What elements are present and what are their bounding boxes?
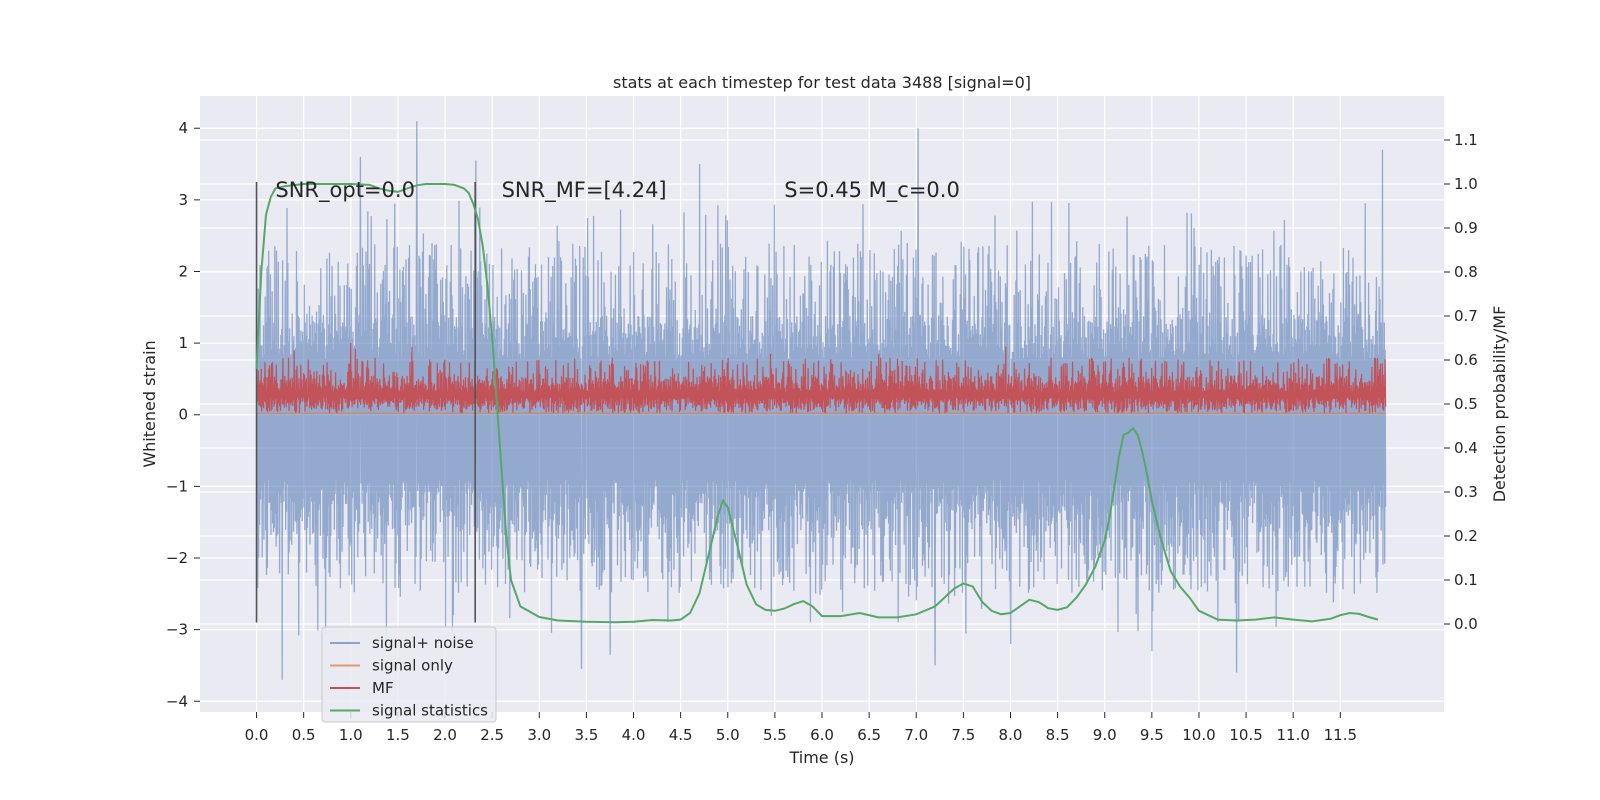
x-tick-label: 5.5 xyxy=(763,726,787,744)
y2-tick-label: 1.0 xyxy=(1454,175,1478,193)
x-tick-label: 4.0 xyxy=(622,726,646,744)
x-axis-title: Time (s) xyxy=(788,748,854,767)
legend-label: signal only xyxy=(372,657,453,675)
x-tick-label: 7.0 xyxy=(904,726,928,744)
y-axis-title: Whitened strain xyxy=(140,340,159,467)
x-tick-label: 6.0 xyxy=(810,726,834,744)
x-tick-label: 2.0 xyxy=(433,726,457,744)
x-tick-label: 5.0 xyxy=(716,726,740,744)
x-tick-label: 3.0 xyxy=(527,726,551,744)
annotations: SNR_opt=0.0 SNR_MF=[4.24] S=0.45 M_c=0.0 xyxy=(275,178,959,203)
y-tick-label: 4 xyxy=(178,119,188,137)
x-tick-label: 7.5 xyxy=(951,726,975,744)
x-tick-label: 1.0 xyxy=(339,726,363,744)
y2-tick-label: 0.1 xyxy=(1454,571,1478,589)
y2-tick-label: 0.7 xyxy=(1454,307,1478,325)
y2-tick-label: 0.6 xyxy=(1454,351,1478,369)
x-ticks: 0.0 0.5 1.0 1.5 2.0 2.5 3.0 3.5 4.0 4.5 5.0 5.5 6.0 6… xyxy=(245,712,1357,744)
x-tick-label: 4.5 xyxy=(669,726,693,744)
y-tick-label: −1 xyxy=(166,477,188,495)
y-tick-label: 0 xyxy=(178,406,188,424)
y-tick-label: 1 xyxy=(178,334,188,352)
vlines xyxy=(255,181,476,623)
x-tick-label: 8.0 xyxy=(999,726,1023,744)
x-tick-label: 3.5 xyxy=(574,726,598,744)
annotation-0: SNR_opt=0.0 xyxy=(275,178,415,203)
y2-tick-label: 0.8 xyxy=(1454,263,1478,281)
legend-label: MF xyxy=(372,679,394,697)
y2-tick-label: 0.4 xyxy=(1454,439,1478,457)
chart-title: stats at each timestep for test data 348… xyxy=(613,73,1031,92)
x-tick-label: 0.5 xyxy=(292,726,316,744)
x-tick-label: 11.0 xyxy=(1277,726,1310,744)
x-tick-label: 0.0 xyxy=(245,726,269,744)
x-tick-label: 10.0 xyxy=(1182,726,1215,744)
x-tick-label: 9.0 xyxy=(1093,726,1117,744)
y-tick-label: −2 xyxy=(166,549,188,567)
annotation-2: S=0.45 M_c=0.0 xyxy=(784,178,960,203)
annotation-1: SNR_MF=[4.24] xyxy=(502,178,667,203)
x-tick-label: 11.5 xyxy=(1324,726,1357,744)
y2-tick-label: 0.3 xyxy=(1454,483,1478,501)
y-tick-label: 3 xyxy=(178,191,188,209)
x-tick-label: 1.5 xyxy=(386,726,410,744)
x-tick-label: 6.5 xyxy=(857,726,881,744)
y2-tick-label: 0.2 xyxy=(1454,527,1478,545)
y2-tick-label: 0.0 xyxy=(1454,615,1478,633)
x-tick-label: 2.5 xyxy=(480,726,504,744)
y-ticks: −4 −3 −2 −1 0 1 2 3 4 xyxy=(166,119,200,710)
y2-tick-label: 0.5 xyxy=(1454,395,1478,413)
y-tick-label: 2 xyxy=(178,262,188,280)
legend-label: signal+ noise xyxy=(372,634,474,652)
legend-label: signal statistics xyxy=(372,702,488,720)
series-signal-statistics xyxy=(255,183,1379,624)
y-tick-label: −4 xyxy=(166,692,188,710)
x-tick-label: 10.5 xyxy=(1229,726,1262,744)
y2-axis-title: Detection probability/MF xyxy=(1490,306,1509,503)
y2-tick-label: 1.1 xyxy=(1454,131,1478,149)
y2-ticks: 0.0 0.1 0.2 0.3 0.4 0.5 0.6 0.7 0.8 0.9 1.0 1.1 xyxy=(1444,131,1478,633)
legend: signal+ noise signal only MF signal statist… xyxy=(321,626,497,723)
x-tick-label: 9.5 xyxy=(1140,726,1164,744)
series-layer xyxy=(255,121,1387,680)
y-tick-label: −3 xyxy=(166,621,188,639)
x-tick-label: 8.5 xyxy=(1046,726,1070,744)
legend-box xyxy=(321,626,497,723)
y2-tick-label: 0.9 xyxy=(1454,219,1478,237)
series-mf xyxy=(255,343,1387,414)
